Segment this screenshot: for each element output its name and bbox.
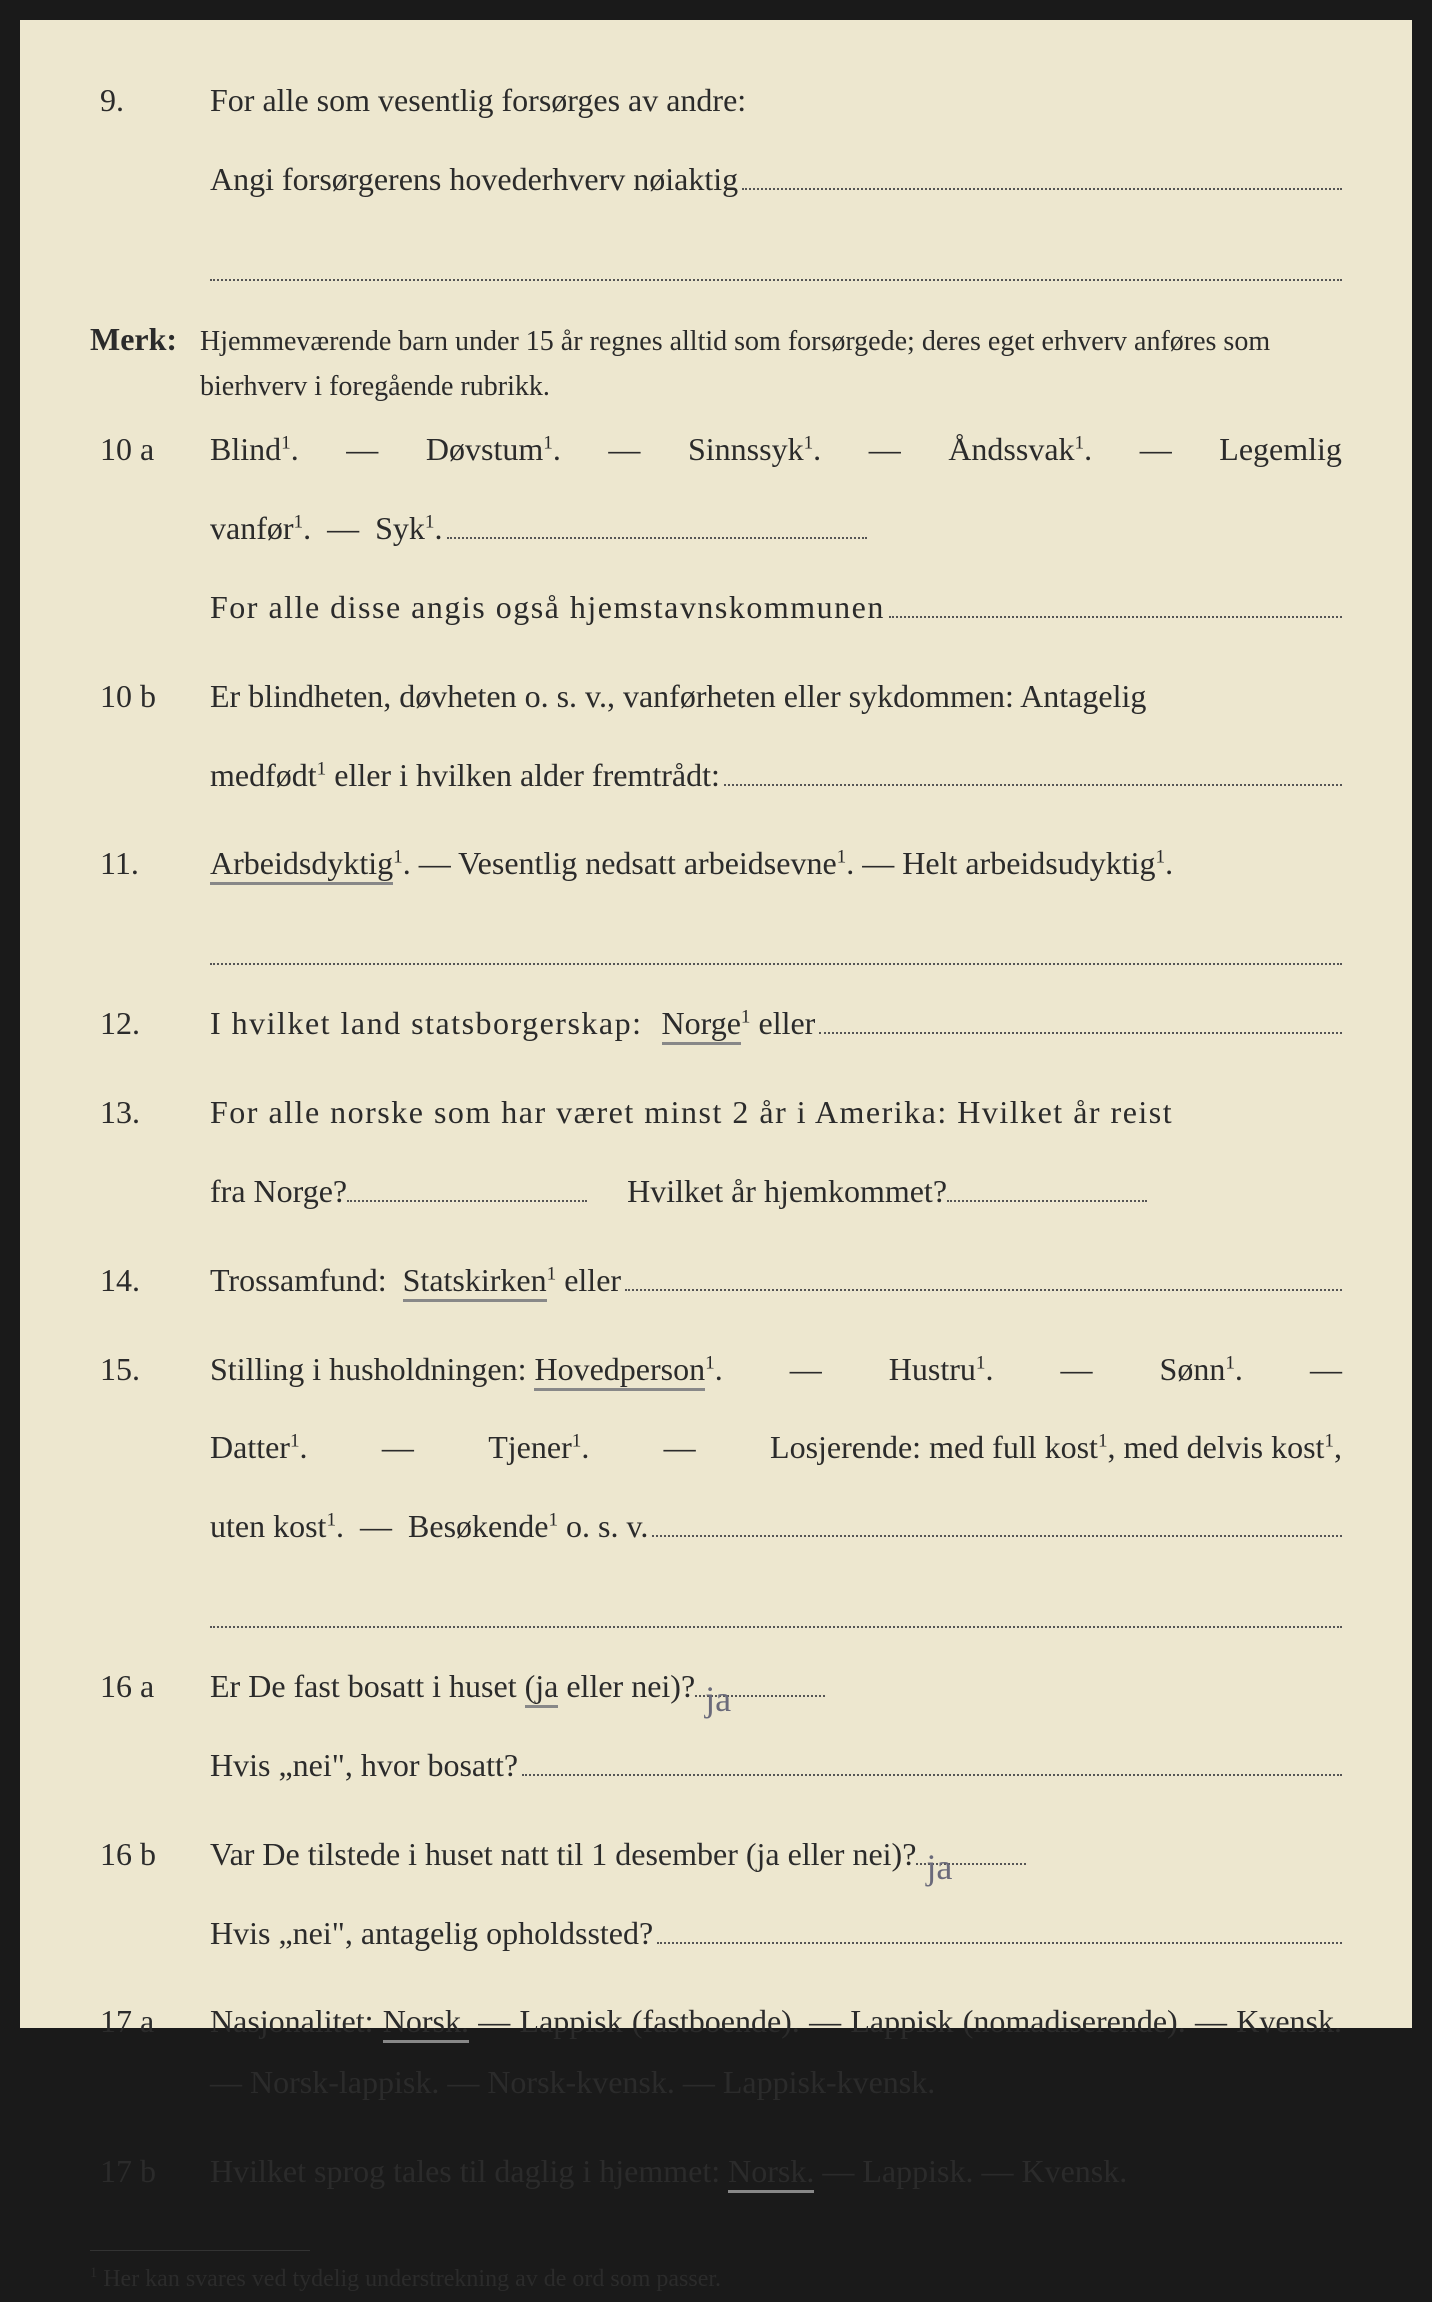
q14-number: 14. [90,1250,210,1311]
q15-hovedperson-underlined: Hovedperson [534,1351,705,1391]
q16a-blank2[interactable] [522,1774,1342,1776]
q13-blank2[interactable] [947,1200,1147,1202]
q10a-blank1[interactable] [447,537,867,539]
q10b-line1: Er blindheten, døvheten o. s. v., vanfør… [210,666,1342,727]
q10a-line3: For alle disse angis også hjemstavnskomm… [210,577,885,638]
q10b-number: 10 b [90,666,210,727]
q11-options: Arbeidsdyktig1. — Vesentlig nedsatt arbe… [210,833,1342,894]
question-12: 12. I hvilket land statsborgerskap: Norg… [90,993,1342,1072]
footnote-rule [90,2250,310,2251]
question-14: 14. Trossamfund: Statskirken1 eller [90,1250,1342,1329]
q9-blank-line[interactable] [210,228,1342,281]
q15-line1: Stilling i husholdningen: Hovedperson1. … [210,1339,1342,1400]
merk-note: Merk: Hjemmeværende barn under 15 år reg… [90,309,1342,410]
q9-line2: Angi forsørgerens hovederhverv nøiaktig [210,149,738,210]
question-16a: 16 a Er De fast bosatt i huset (ja eller… [90,1656,1342,1814]
q12-number: 12. [90,993,210,1054]
merk-label: Merk: [90,309,200,370]
q17b-norsk-underlined: Norsk. [728,2153,814,2193]
q10a-blank2[interactable] [889,616,1342,618]
question-13: 13. For alle norske som har været minst … [90,1082,1342,1240]
q17a-number: 17 a [90,1991,210,2052]
q15-blank[interactable] [652,1535,1342,1537]
q12-blank[interactable] [819,1032,1342,1034]
q17b-number: 17 b [90,2141,210,2202]
q17b-text: Hvilket sprog tales til daglig i hjemmet… [210,2141,1342,2202]
q16a-ja-underlined: (ja [525,1668,559,1708]
q14-blank[interactable] [625,1289,1342,1291]
q16a-handwritten-answer: ja [705,1665,731,1733]
footnote-section: 1 Her kan svares ved tydelig understrekn… [90,2250,1342,2302]
question-10a: 10 a Blind1. — Døvstum1. — Sinnssyk1. — … [90,419,1342,655]
question-11: 11. Arbeidsdyktig1. — Vesentlig nedsatt … [90,833,1342,983]
question-17a: 17 a Nasjonalitet: Norsk. — Lappisk (fas… [90,1991,1342,2131]
q9-blank[interactable] [742,188,1342,190]
q11-blank-line[interactable] [210,912,1342,965]
q13-number: 13. [90,1082,210,1143]
question-16b: 16 b Var De tilstede i huset natt til 1 … [90,1824,1342,1982]
q14-statskirken-underlined: Statskirken [403,1262,547,1302]
question-10b: 10 b Er blindheten, døvheten o. s. v., v… [90,666,1342,824]
q17a-text: Nasjonalitet: Norsk. — Lappisk (fastboen… [210,1991,1342,2113]
q15-line2: Datter1. — Tjener1. — Losjerende: med fu… [210,1417,1342,1478]
q16b-answer-blank[interactable]: ja [916,1863,1026,1865]
q9-number: 9. [90,70,210,131]
merk-text: Hjemmeværende barn under 15 år regnes al… [200,320,1342,410]
q15-number: 15. [90,1339,210,1400]
q16a-answer-blank[interactable]: ja [695,1695,825,1697]
census-form-page: 9. For alle som vesentlig forsørges av a… [20,20,1412,2028]
q12-norge-underlined: Norge [662,1005,741,1045]
q11-number: 11. [90,833,210,894]
q10b-blank[interactable] [724,784,1342,786]
q16b-handwritten-answer: ja [926,1833,952,1901]
q16a-number: 16 a [90,1656,210,1717]
q13-line1: For alle norske som har været minst 2 år… [210,1082,1342,1143]
question-17b: 17 b Hvilket sprog tales til daglig i hj… [90,2141,1342,2220]
q10a-options-line1: Blind1. — Døvstum1. — Sinnssyk1. — Åndss… [210,419,1342,480]
question-9: 9. For alle som vesentlig forsørges av a… [90,70,1342,299]
q16b-number: 16 b [90,1824,210,1885]
q15-blank-line[interactable] [210,1575,1342,1628]
q9-line1: For alle som vesentlig forsørges av andr… [210,70,1342,131]
q10a-number: 10 a [90,419,210,480]
q17a-norsk-underlined: Norsk. [383,2003,469,2043]
q11-opt1-underlined: Arbeidsdyktig [210,845,393,885]
q16b-blank2[interactable] [657,1942,1342,1944]
q13-blank1[interactable] [347,1200,587,1202]
footnote-text: 1 Her kan svares ved tydelig understrekn… [90,2257,1342,2302]
question-15: 15. Stilling i husholdningen: Hovedperso… [90,1339,1342,1647]
